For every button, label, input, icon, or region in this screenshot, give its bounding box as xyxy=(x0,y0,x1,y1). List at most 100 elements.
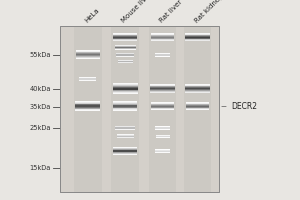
Bar xyxy=(151,34,174,35)
Bar xyxy=(155,129,170,130)
Bar xyxy=(185,40,210,41)
Bar xyxy=(150,88,175,89)
Bar xyxy=(113,152,137,153)
Bar xyxy=(151,37,174,38)
Bar xyxy=(155,55,170,56)
Bar xyxy=(151,105,174,106)
Bar xyxy=(75,105,100,106)
Bar xyxy=(113,149,137,150)
Bar xyxy=(75,102,100,103)
Bar xyxy=(116,53,134,54)
Bar xyxy=(151,34,174,35)
Bar xyxy=(76,58,100,59)
Bar xyxy=(116,128,135,129)
Bar xyxy=(113,36,137,37)
Bar xyxy=(151,35,174,36)
Bar xyxy=(60,26,219,192)
Bar xyxy=(155,128,170,129)
Bar xyxy=(76,53,100,54)
Bar xyxy=(113,39,137,40)
Bar xyxy=(150,92,175,93)
Bar xyxy=(113,37,137,38)
Bar xyxy=(113,151,137,152)
Bar xyxy=(80,77,96,78)
Bar xyxy=(113,40,137,41)
Bar xyxy=(113,92,138,93)
Bar xyxy=(150,87,175,88)
Bar xyxy=(151,39,174,40)
Bar xyxy=(75,104,100,105)
Bar xyxy=(186,105,209,106)
Bar xyxy=(155,53,170,54)
Text: 55kDa: 55kDa xyxy=(29,52,51,58)
Bar xyxy=(116,127,135,128)
Bar xyxy=(115,49,136,50)
Bar xyxy=(113,85,138,86)
Bar xyxy=(113,103,137,104)
Bar xyxy=(185,84,210,85)
Bar xyxy=(116,54,134,55)
Bar xyxy=(113,102,137,103)
Bar xyxy=(186,103,209,104)
Bar xyxy=(75,110,100,111)
Bar xyxy=(113,35,137,36)
Bar xyxy=(150,84,175,85)
Bar xyxy=(113,108,137,109)
Bar xyxy=(75,106,100,107)
Bar xyxy=(155,128,170,129)
Bar xyxy=(151,104,174,105)
Bar xyxy=(155,149,170,150)
Bar xyxy=(113,34,137,35)
Bar xyxy=(113,147,137,148)
Bar xyxy=(76,54,100,55)
Bar xyxy=(155,54,170,55)
Bar xyxy=(184,26,212,192)
Bar xyxy=(113,89,138,90)
Bar xyxy=(151,106,174,107)
Bar xyxy=(150,92,175,93)
Bar xyxy=(74,26,102,192)
Bar xyxy=(151,109,174,110)
Bar xyxy=(155,126,170,127)
Bar xyxy=(113,88,138,89)
Bar xyxy=(113,150,137,151)
Bar xyxy=(75,103,100,104)
Bar xyxy=(113,104,137,105)
Bar xyxy=(148,26,176,192)
Bar xyxy=(151,103,174,104)
Bar xyxy=(113,107,137,108)
Bar xyxy=(155,127,170,128)
Bar xyxy=(185,91,210,92)
Bar xyxy=(150,91,175,92)
Bar xyxy=(75,109,100,110)
Bar xyxy=(186,102,209,103)
Bar xyxy=(113,34,137,35)
Bar xyxy=(116,55,134,56)
Bar xyxy=(185,39,210,40)
Bar xyxy=(80,78,96,79)
Bar xyxy=(117,137,134,138)
Bar xyxy=(156,137,170,138)
Bar xyxy=(113,89,138,90)
Bar xyxy=(115,48,136,49)
Bar xyxy=(186,107,209,108)
Bar xyxy=(151,36,174,37)
Bar xyxy=(156,136,170,137)
Bar xyxy=(186,109,209,110)
Bar xyxy=(185,86,210,87)
Bar xyxy=(113,109,137,110)
Bar xyxy=(115,46,136,47)
Bar xyxy=(113,87,138,88)
Text: Mouse liver: Mouse liver xyxy=(121,0,154,24)
Text: Rat kidney: Rat kidney xyxy=(193,0,224,24)
Bar xyxy=(76,56,100,57)
Bar xyxy=(113,153,137,154)
Bar xyxy=(156,137,170,138)
Bar xyxy=(76,52,100,53)
Bar xyxy=(75,101,100,102)
Bar xyxy=(155,56,170,57)
Bar xyxy=(117,135,134,136)
Bar xyxy=(151,40,174,41)
Bar xyxy=(115,47,136,48)
Bar xyxy=(116,54,134,55)
